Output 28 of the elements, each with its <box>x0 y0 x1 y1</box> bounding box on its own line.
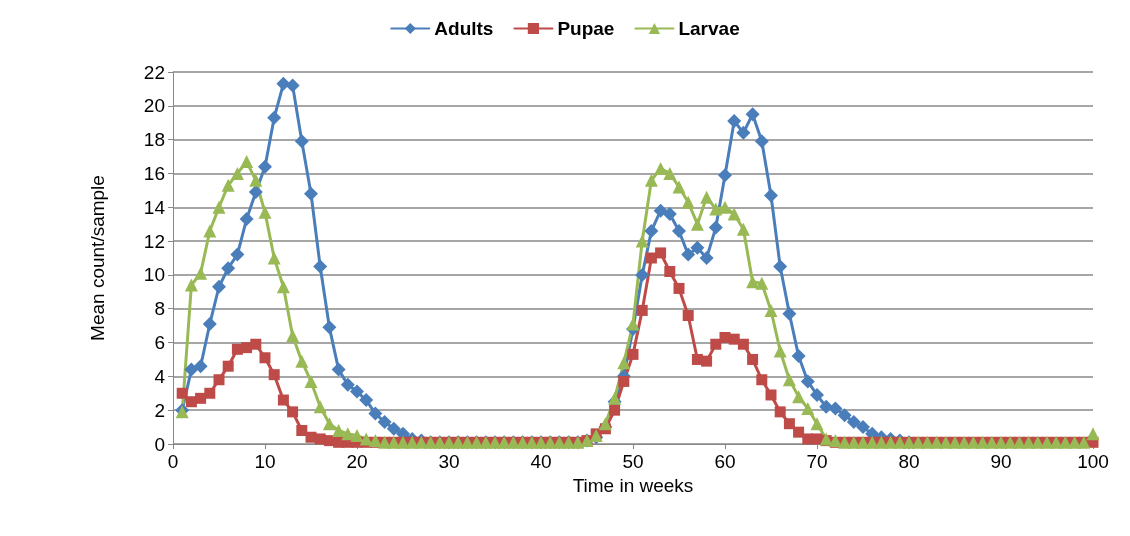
x-tick-label: 60 <box>714 451 736 472</box>
x-tick-label: 0 <box>167 451 179 472</box>
x-tick-label: 30 <box>438 451 460 472</box>
x-tick-label: 80 <box>898 451 920 472</box>
y-tick-label: 16 <box>143 162 165 184</box>
x-axis-title: Time in weeks <box>572 474 694 496</box>
x-tick-label: 70 <box>806 451 828 472</box>
legend-label: Adults <box>434 18 494 39</box>
y-tick-label: 10 <box>143 264 165 286</box>
y-tick-label: 4 <box>154 365 166 387</box>
x-tick-label: 10 <box>254 451 276 472</box>
y-tick-label: 18 <box>143 129 165 151</box>
x-tick-label: 100 <box>1077 451 1109 472</box>
y-tick-label: 22 <box>143 61 165 83</box>
y-axis-title: Mean count/sample <box>87 175 108 341</box>
y-tick-label: 2 <box>154 399 165 421</box>
x-tick-label: 40 <box>530 451 552 472</box>
y-tick-label: 6 <box>154 332 165 354</box>
x-tick-label: 90 <box>990 451 1012 472</box>
y-tick-label: 12 <box>143 230 165 252</box>
y-tick-label: 8 <box>154 298 165 320</box>
x-tick-label: 20 <box>346 451 368 472</box>
y-tick-label: 14 <box>143 196 166 218</box>
legend-label: Larvae <box>678 18 740 39</box>
y-tick-label: 20 <box>143 95 165 117</box>
x-tick-label: 50 <box>622 451 644 472</box>
y-tick-label: 0 <box>154 433 165 455</box>
legend-label: Pupae <box>557 18 615 39</box>
